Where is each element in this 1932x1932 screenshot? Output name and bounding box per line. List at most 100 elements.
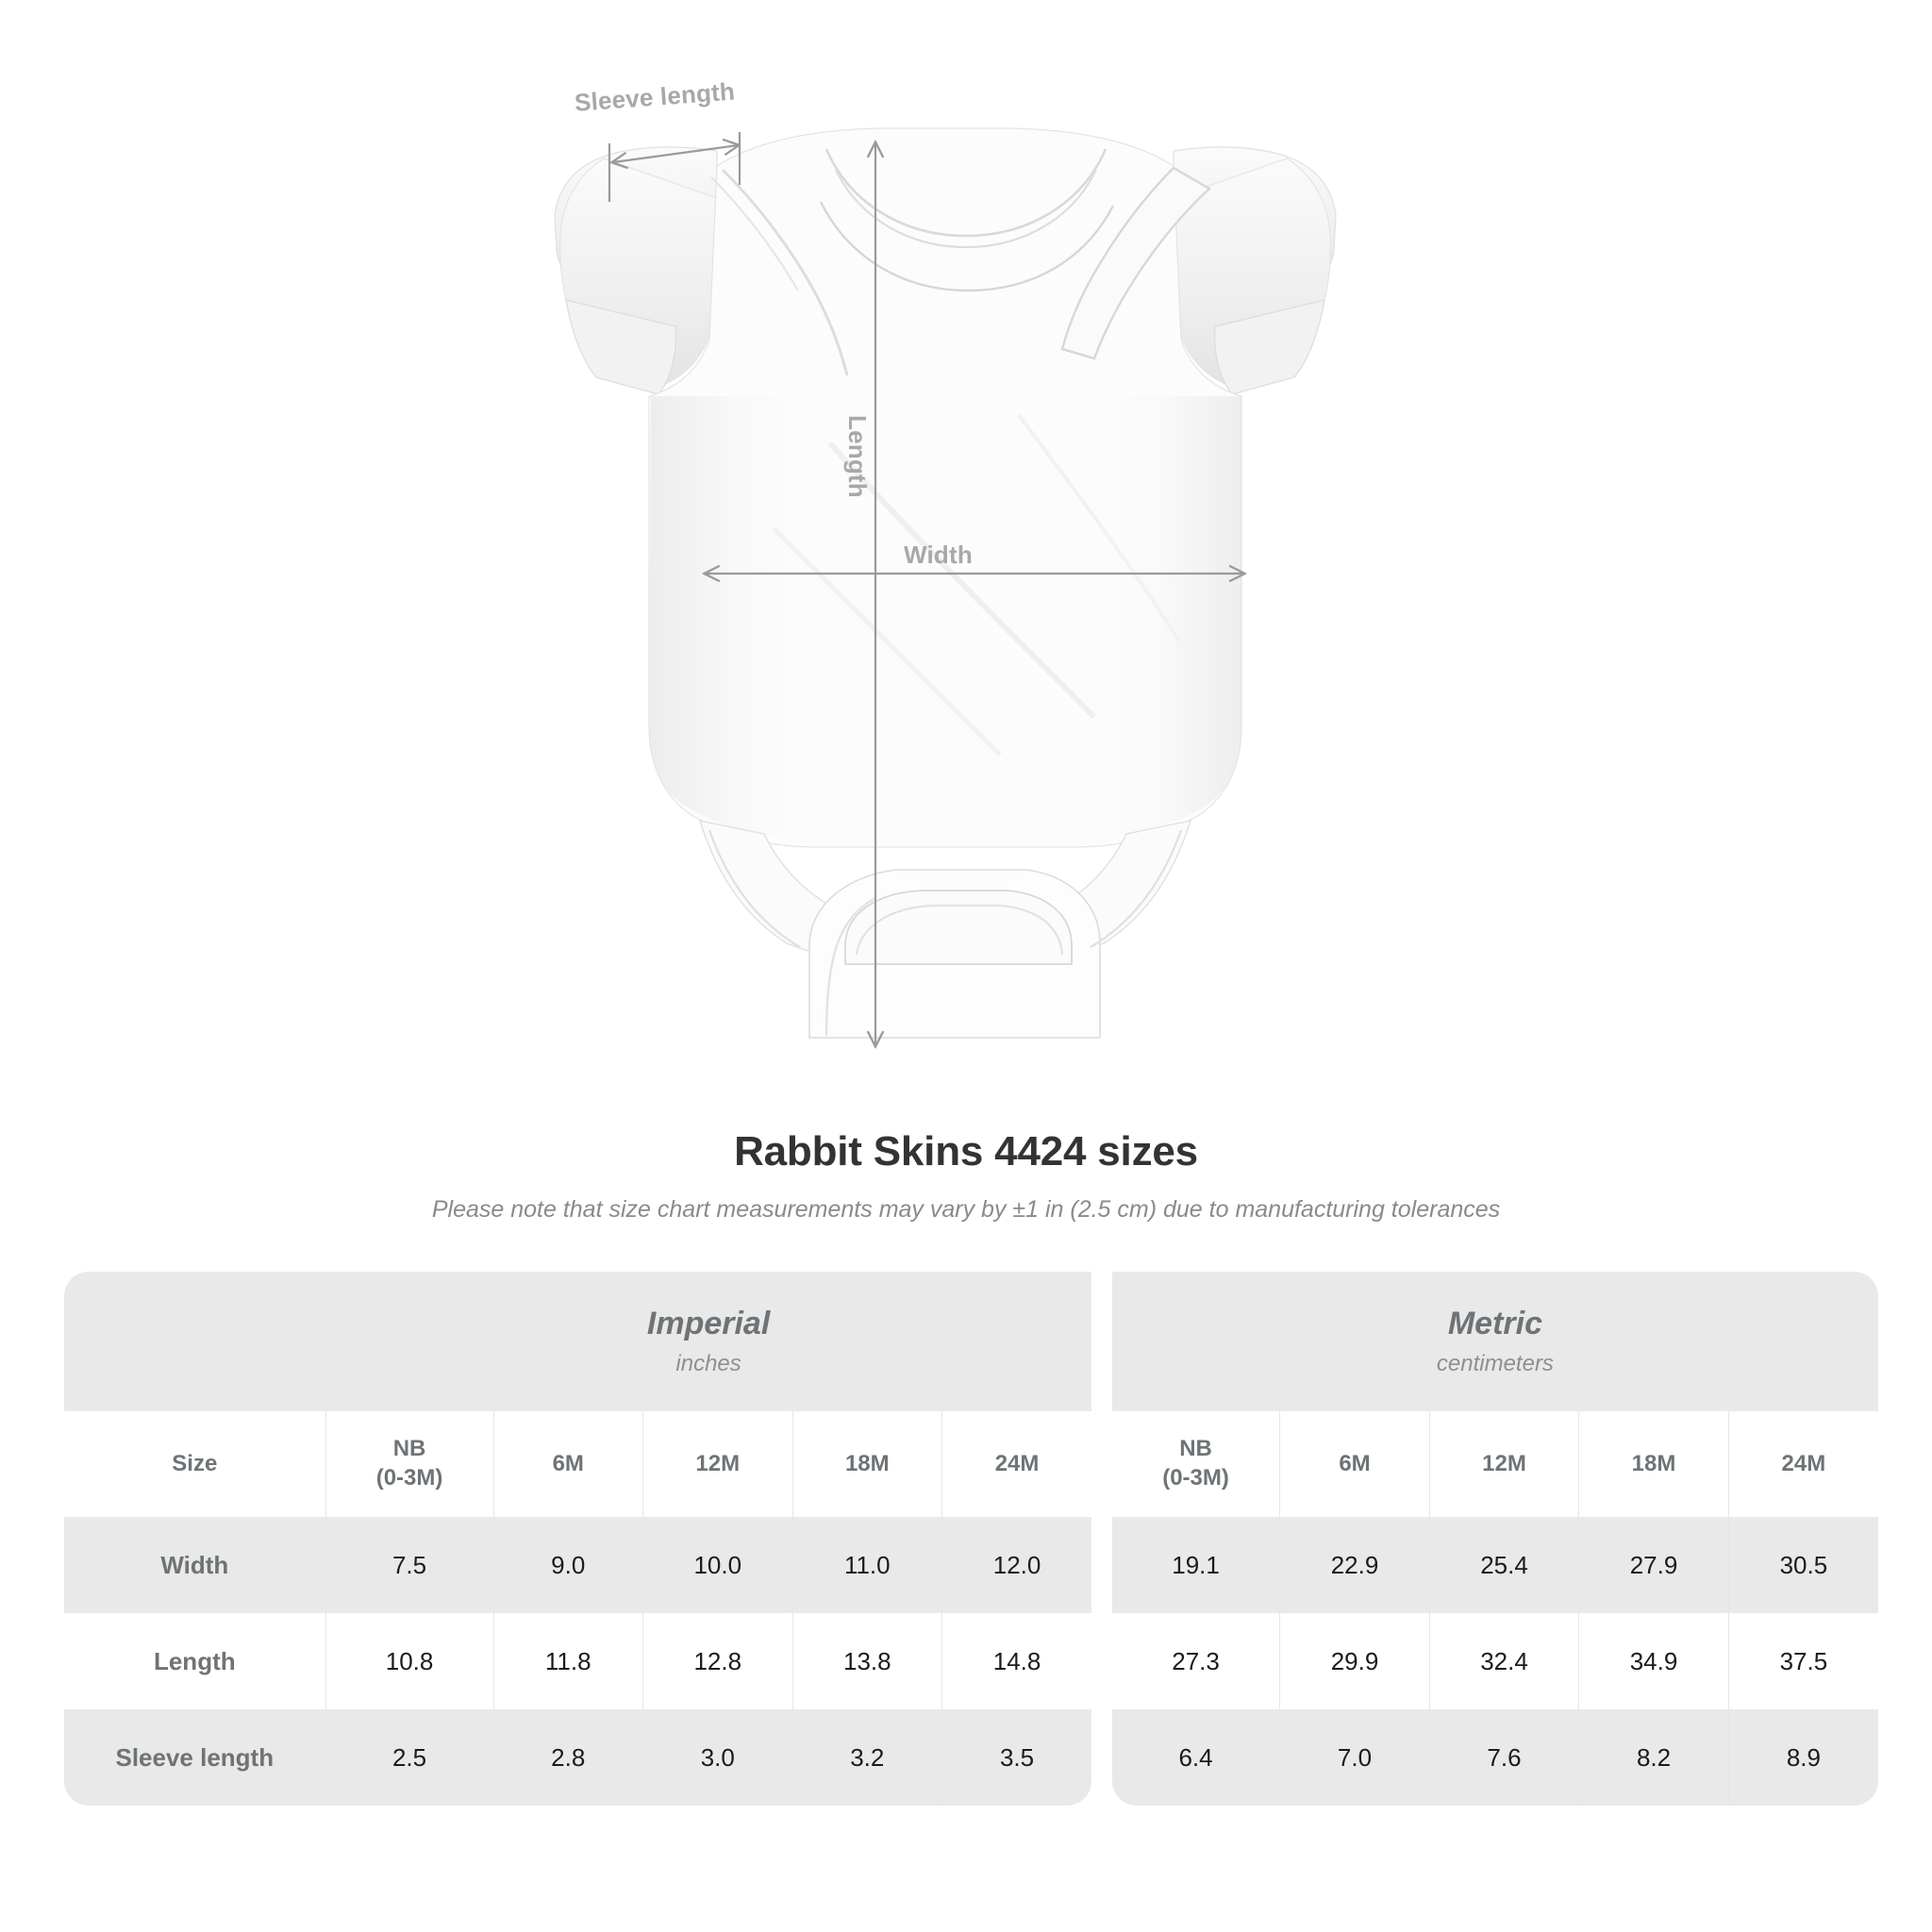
row-label-length: Length bbox=[64, 1613, 326, 1709]
neck-rib-lower bbox=[819, 201, 1115, 292]
cell-length-met-12m: 32.4 bbox=[1429, 1613, 1580, 1709]
size-header-row: Size NB (0-3M) 6M 12M 18M bbox=[64, 1411, 1878, 1517]
cell-sleeve-imp-6m: 2.8 bbox=[493, 1709, 644, 1806]
col-header-line1: 6M bbox=[552, 1451, 584, 1476]
cell-width-imp-24m: 12.0 bbox=[941, 1517, 1092, 1613]
unit-group-metric-sub: centimeters bbox=[1436, 1351, 1554, 1376]
col-header-imperial-6m: 6M bbox=[493, 1411, 644, 1517]
bottom-hem-right bbox=[1090, 829, 1183, 948]
cell-sleeve-imp-24m: 3.5 bbox=[941, 1709, 1092, 1806]
size-header-label: Size bbox=[64, 1411, 326, 1517]
unit-group-imperial-name: Imperial bbox=[646, 1306, 771, 1341]
fabric-fold-2 bbox=[772, 526, 1002, 757]
col-header-line1: 24M bbox=[994, 1451, 1040, 1476]
column-gap bbox=[1091, 1411, 1112, 1517]
cell-length-met-24m: 37.5 bbox=[1728, 1613, 1878, 1709]
gusset-inner-curve bbox=[824, 896, 876, 1037]
col-header-metric-6m: 6M bbox=[1279, 1411, 1430, 1517]
size-table: Imperial inches Metric centimeters Size bbox=[64, 1272, 1878, 1806]
cell-width-imp-nb: 7.5 bbox=[325, 1517, 494, 1613]
unit-group-metric: Metric centimeters bbox=[1111, 1272, 1878, 1411]
col-header-imperial-18m: 18M bbox=[792, 1411, 943, 1517]
col-header-line1: NB bbox=[1179, 1436, 1212, 1462]
garment-illustration: Sleeve length Length Width bbox=[554, 77, 1337, 1113]
cell-sleeve-imp-nb: 2.5 bbox=[325, 1709, 494, 1806]
cell-length-imp-18m: 13.8 bbox=[792, 1613, 943, 1709]
fabric-fold-3 bbox=[1017, 413, 1181, 643]
column-gap bbox=[1091, 1517, 1112, 1613]
cell-sleeve-met-nb: 6.4 bbox=[1111, 1709, 1281, 1806]
cell-sleeve-met-24m: 8.9 bbox=[1728, 1709, 1878, 1806]
col-header-line1: 12M bbox=[1482, 1451, 1526, 1476]
left-shoulder-seam-outer bbox=[710, 176, 799, 291]
col-header-imperial-nb: NB (0-3M) bbox=[325, 1411, 494, 1517]
unit-group-imperial-sub: inches bbox=[675, 1351, 741, 1376]
body-shade-left bbox=[649, 396, 802, 840]
col-header-metric-12m: 12M bbox=[1429, 1411, 1580, 1517]
cell-length-met-nb: 27.3 bbox=[1111, 1613, 1281, 1709]
bottom-hem-left bbox=[708, 829, 801, 948]
cell-length-imp-nb: 10.8 bbox=[325, 1613, 494, 1709]
cell-width-met-6m: 22.9 bbox=[1279, 1517, 1430, 1613]
cell-length-met-6m: 29.9 bbox=[1279, 1613, 1430, 1709]
row-label-sleeve-length: Sleeve length bbox=[64, 1709, 326, 1806]
unit-header-row: Imperial inches Metric centimeters bbox=[64, 1272, 1878, 1411]
cell-sleeve-met-12m: 7.6 bbox=[1429, 1709, 1580, 1806]
col-header-imperial-24m: 24M bbox=[941, 1411, 1092, 1517]
col-header-line1: 12M bbox=[695, 1451, 741, 1476]
col-header-line2: (0-3M) bbox=[1162, 1465, 1229, 1491]
bodysuit-diagram bbox=[554, 127, 1337, 1113]
cell-sleeve-imp-18m: 3.2 bbox=[792, 1709, 943, 1806]
col-header-line1: NB bbox=[392, 1436, 426, 1462]
length-label: Length bbox=[843, 415, 872, 498]
col-header-line1: 24M bbox=[1781, 1451, 1826, 1476]
col-header-line1: 18M bbox=[1631, 1451, 1676, 1476]
snap-placket bbox=[844, 890, 1073, 965]
neck-opening bbox=[824, 148, 1108, 238]
col-header-metric-nb: NB (0-3M) bbox=[1111, 1411, 1281, 1517]
page-title: Rabbit Skins 4424 sizes bbox=[734, 1128, 1198, 1174]
cell-width-met-18m: 27.9 bbox=[1578, 1517, 1729, 1613]
cell-sleeve-met-18m: 8.2 bbox=[1578, 1709, 1729, 1806]
cell-sleeve-met-6m: 7.0 bbox=[1279, 1709, 1430, 1806]
unit-group-metric-name: Metric bbox=[1447, 1306, 1542, 1341]
cell-length-met-18m: 34.9 bbox=[1578, 1613, 1729, 1709]
cell-width-imp-6m: 9.0 bbox=[493, 1517, 644, 1613]
table-row: Length 10.8 11.8 12.8 13.8 14.8 27.3 29.… bbox=[64, 1613, 1878, 1709]
cell-width-imp-12m: 10.0 bbox=[642, 1517, 793, 1613]
unit-corner-cell bbox=[64, 1272, 326, 1411]
size-table-wrapper: Imperial inches Metric centimeters Size bbox=[64, 1272, 1878, 1806]
cell-length-imp-24m: 14.8 bbox=[941, 1613, 1092, 1709]
col-header-line1: 18M bbox=[844, 1451, 890, 1476]
col-header-imperial-12m: 12M bbox=[642, 1411, 793, 1517]
left-shoulder-seam bbox=[721, 168, 849, 376]
cell-length-imp-6m: 11.8 bbox=[493, 1613, 644, 1709]
right-shoulder-overlap bbox=[1060, 166, 1212, 360]
right-sleeve-hem bbox=[1214, 299, 1325, 395]
column-gap bbox=[1091, 1709, 1112, 1806]
col-header-line2: (0-3M) bbox=[375, 1465, 443, 1491]
column-gap bbox=[1091, 1613, 1112, 1709]
width-label: Width bbox=[904, 541, 973, 569]
row-label-width: Width bbox=[64, 1517, 326, 1613]
body-shade-right bbox=[1094, 396, 1241, 840]
col-header-metric-24m: 24M bbox=[1728, 1411, 1878, 1517]
table-row: Sleeve length 2.5 2.8 3.0 3.2 3.5 6.4 7.… bbox=[64, 1709, 1878, 1806]
heading-block: Rabbit Skins 4424 sizes Please note that… bbox=[0, 1128, 1932, 1224]
neck-rib-inner bbox=[835, 169, 1097, 249]
cell-width-met-24m: 30.5 bbox=[1728, 1517, 1878, 1613]
left-sleeve-hem bbox=[565, 299, 676, 395]
unit-group-imperial: Imperial inches bbox=[325, 1272, 1092, 1411]
table-row: Width 7.5 9.0 10.0 11.0 12.0 19.1 22.9 2… bbox=[64, 1517, 1878, 1613]
unit-spacer bbox=[1091, 1272, 1112, 1411]
cell-sleeve-imp-12m: 3.0 bbox=[642, 1709, 793, 1806]
left-leg-opening bbox=[698, 820, 831, 956]
col-header-metric-18m: 18M bbox=[1578, 1411, 1729, 1517]
cell-width-met-12m: 25.4 bbox=[1429, 1517, 1580, 1613]
tolerance-note: Please note that size chart measurements… bbox=[431, 1196, 1501, 1223]
size-label-text: Size bbox=[172, 1451, 218, 1476]
col-header-line1: 6M bbox=[1339, 1451, 1371, 1476]
sleeve-length-arrow bbox=[613, 145, 738, 162]
cell-width-met-nb: 19.1 bbox=[1111, 1517, 1281, 1613]
